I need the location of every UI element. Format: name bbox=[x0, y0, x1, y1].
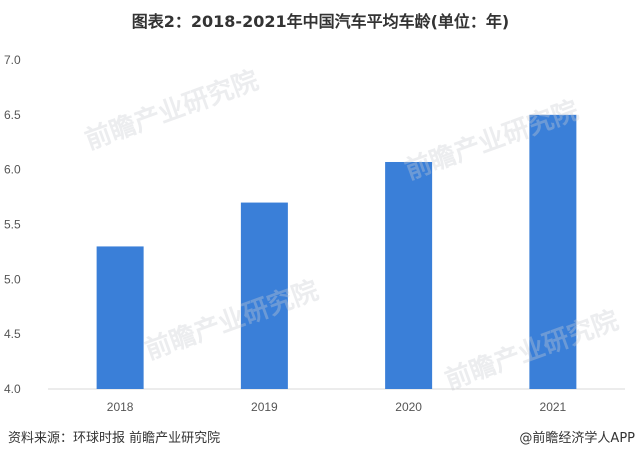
y-tick-label: 4.5 bbox=[4, 327, 21, 341]
bar-2019 bbox=[240, 202, 288, 389]
x-tick-label: 2021 bbox=[540, 400, 567, 414]
y-tick-label: 7.0 bbox=[4, 53, 21, 67]
bar-2021 bbox=[529, 114, 577, 389]
y-tick-label: 5.5 bbox=[4, 218, 21, 232]
y-tick-label: 6.5 bbox=[4, 108, 21, 122]
x-tick-label: 2020 bbox=[395, 400, 422, 414]
bar-2020 bbox=[385, 161, 433, 389]
y-tick-label: 5.0 bbox=[4, 272, 21, 286]
x-tick-label: 2018 bbox=[107, 400, 134, 414]
credit-note: @前瞻经济学人APP bbox=[519, 431, 635, 446]
chart-title: 图表2：2018-2021年中国汽车平均车龄(单位：年) bbox=[131, 12, 510, 31]
bar-2018 bbox=[96, 246, 144, 389]
y-tick-label: 6.0 bbox=[4, 163, 21, 177]
y-tick-label: 4.0 bbox=[4, 382, 21, 396]
source-note: 资料来源：环球时报 前瞻产业研究院 bbox=[8, 431, 221, 446]
x-tick-label: 2019 bbox=[251, 400, 278, 414]
